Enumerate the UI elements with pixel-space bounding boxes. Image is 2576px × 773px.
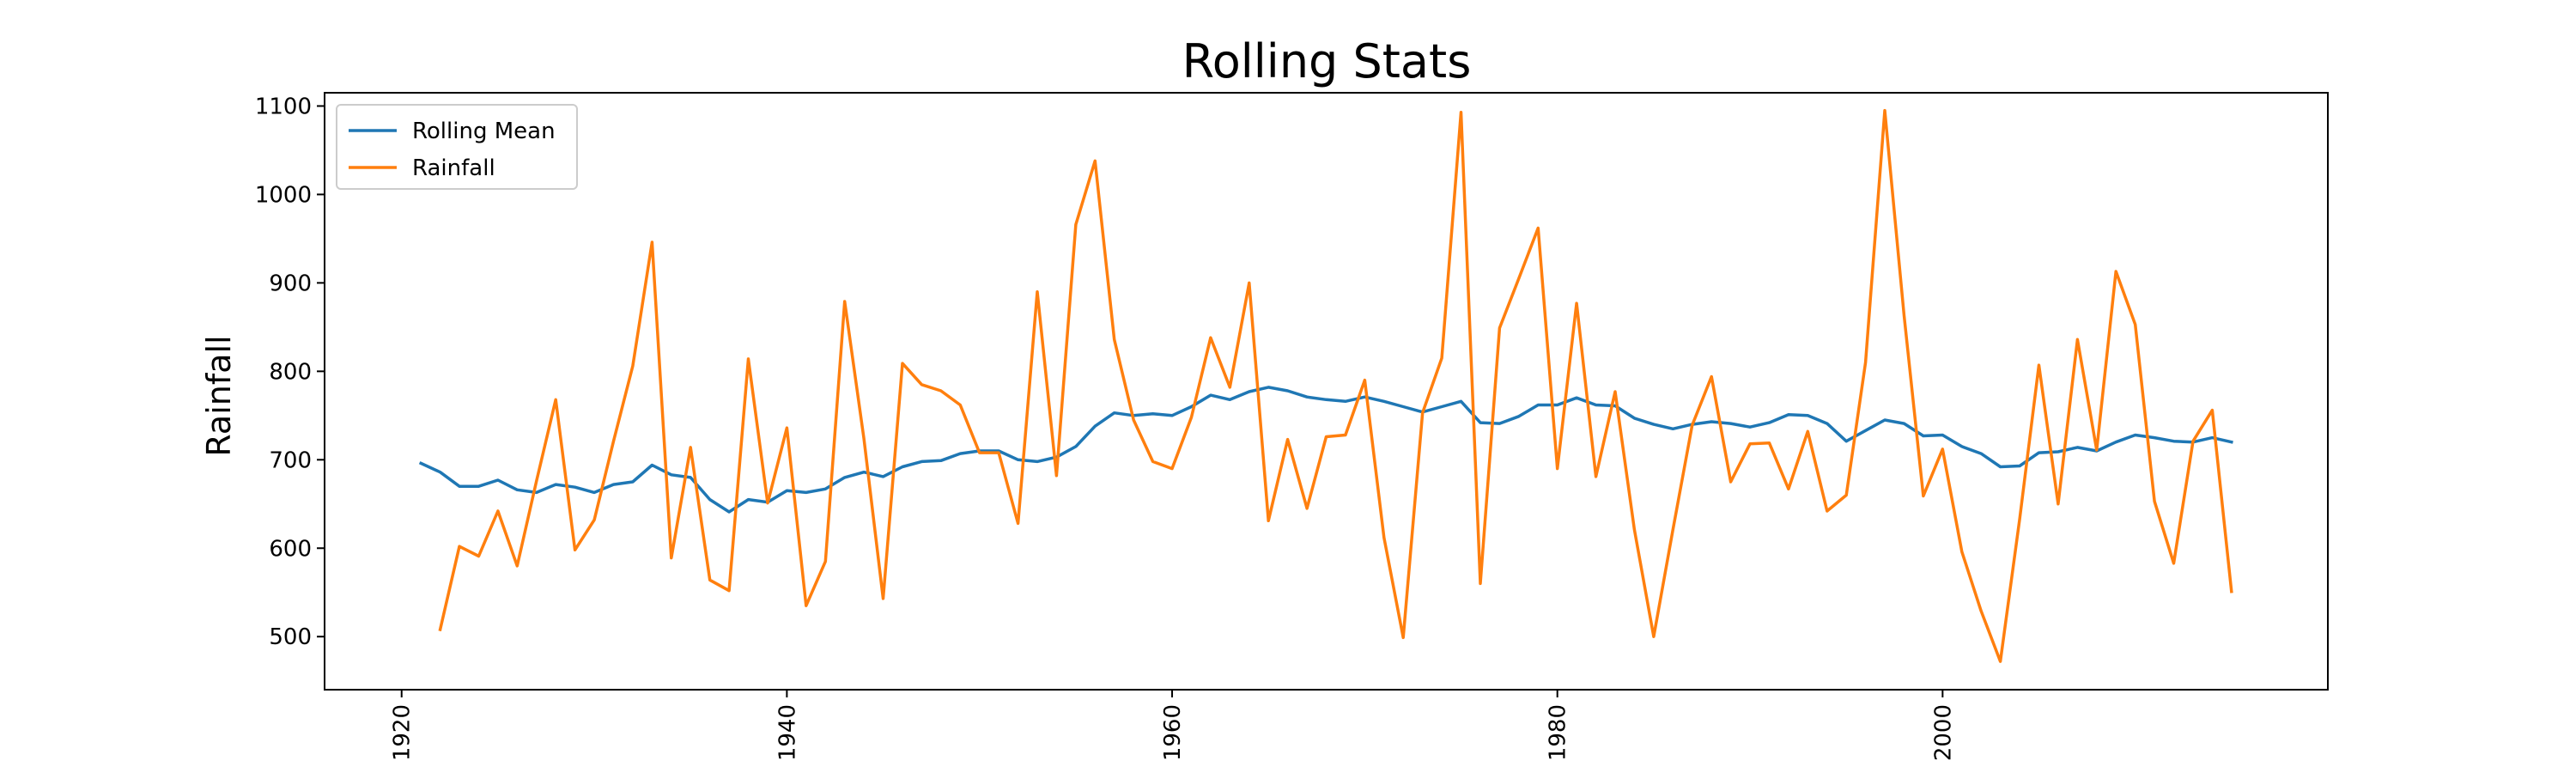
y-axis-label: Rainfall [200, 335, 238, 456]
series-line-rainfall [438, 108, 2233, 663]
y-tick-label: 500 [269, 624, 312, 650]
y-tick-label: 600 [269, 536, 312, 562]
y-tick-label: 800 [269, 359, 312, 385]
y-tick-label: 700 [269, 447, 312, 473]
legend-label-rolling-mean: Rolling Mean [412, 119, 556, 144]
y-tick-label: 1000 [255, 182, 312, 208]
legend-label-rainfall: Rainfall [412, 155, 495, 181]
x-tick-label: 1920 [390, 704, 416, 761]
y-tick-label: 900 [269, 271, 312, 296]
y-tick-label: 1100 [255, 94, 312, 119]
x-tick-label: 1960 [1160, 704, 1186, 761]
plot-frame [324, 92, 2329, 691]
x-tick-label: 2000 [1930, 704, 1956, 761]
x-tick-label: 1940 [775, 704, 800, 761]
series-line-rolling-mean [418, 386, 2233, 514]
chart-title: Rolling Stats [1182, 34, 1472, 88]
legend: Rolling Mean Rainfall [336, 104, 578, 190]
plot-area [418, 108, 2233, 663]
x-tick-label: 1980 [1546, 704, 1571, 761]
